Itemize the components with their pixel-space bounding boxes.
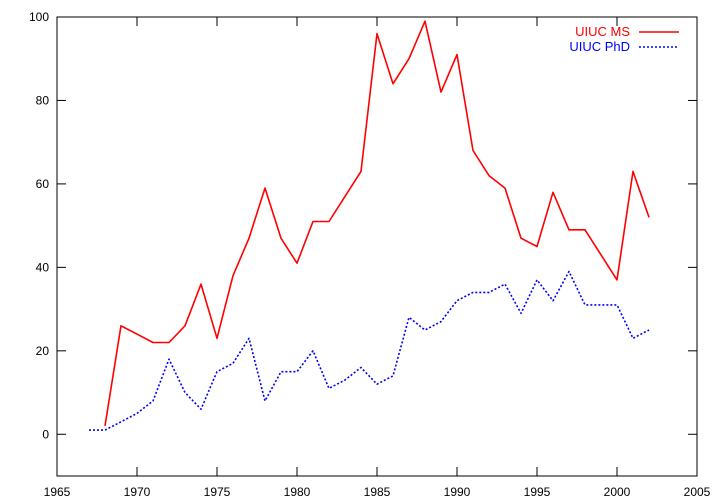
y-tick-label: 80 bbox=[36, 93, 50, 107]
x-tick-label: 1990 bbox=[444, 485, 471, 499]
x-tick-label: 2000 bbox=[604, 485, 631, 499]
x-tick-label: 1975 bbox=[204, 485, 231, 499]
x-tick-label: 1985 bbox=[364, 485, 391, 499]
series-line-uiuc-ms bbox=[104, 20, 650, 427]
plot-frame bbox=[56, 16, 698, 477]
x-tick-label: 1995 bbox=[524, 485, 551, 499]
y-tick-label: 100 bbox=[29, 10, 49, 24]
legend-label-uiuc-ms: UIUC MS bbox=[575, 24, 630, 39]
y-tick-label: 20 bbox=[36, 344, 50, 358]
x-tick-label: 1965 bbox=[44, 485, 71, 499]
y-tick-label: 40 bbox=[36, 260, 50, 274]
x-tick-label: 1970 bbox=[124, 485, 151, 499]
legend-label-uiuc-phd: UIUC PhD bbox=[569, 39, 630, 54]
series-layer bbox=[89, 20, 650, 431]
x-tick-label: 2005 bbox=[684, 485, 711, 499]
y-tick-label: 0 bbox=[42, 427, 49, 441]
axis-ticks: 1965 1970 1975 1980 1985 1990 1995 2000 2005 0 20 4… bbox=[29, 10, 711, 499]
y-tick-label: 60 bbox=[36, 177, 50, 191]
x-tick-label: 1980 bbox=[284, 485, 311, 499]
series-line-uiuc-phd bbox=[89, 270, 650, 431]
